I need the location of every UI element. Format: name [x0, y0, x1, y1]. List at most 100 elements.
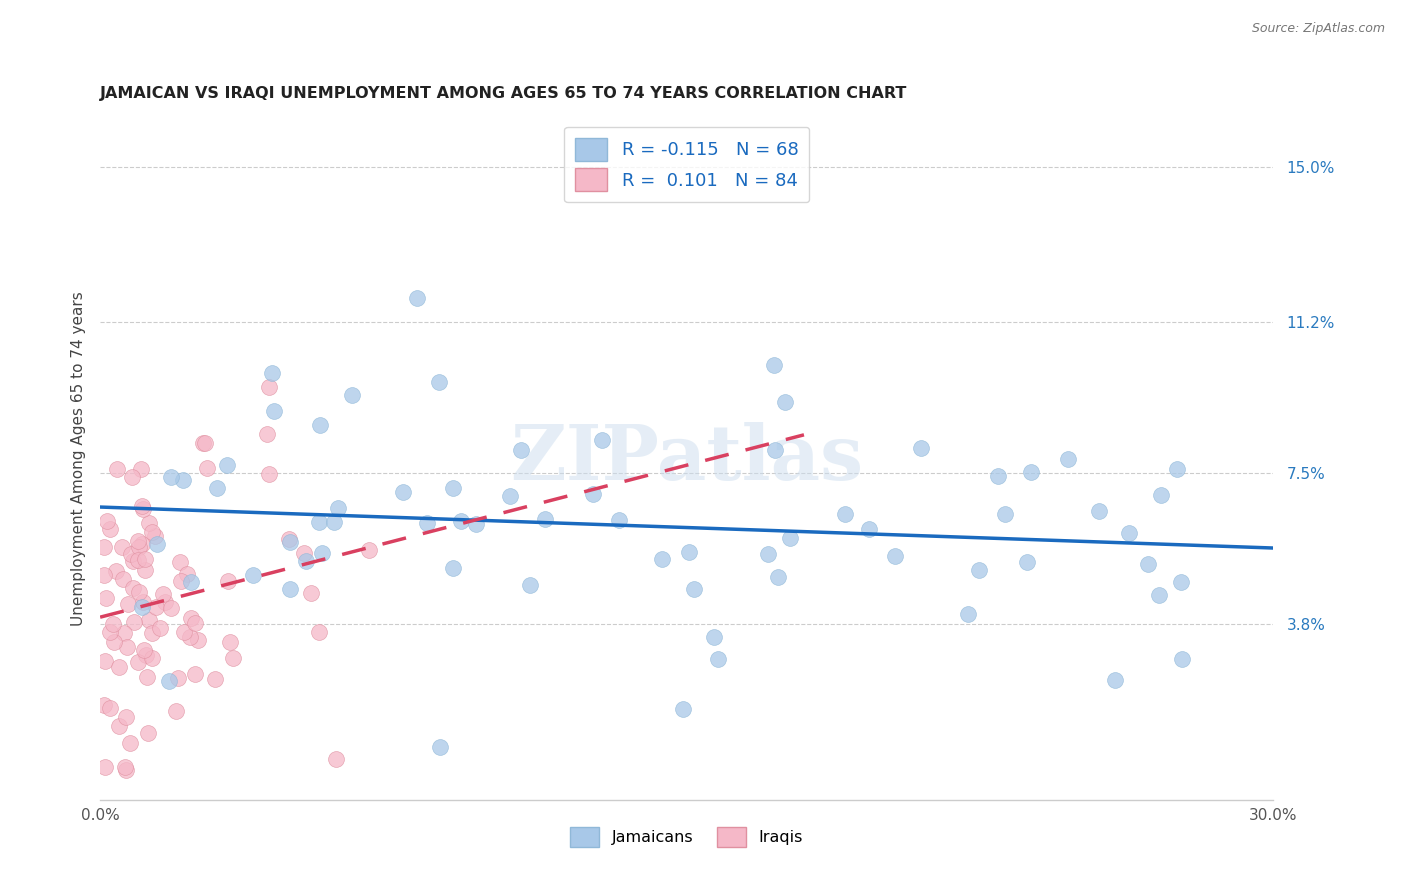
Jamaicans: [1057, 451, 1080, 466]
Iraqis: [141, 626, 163, 640]
Iraqis: [325, 752, 347, 766]
Iraqis: [96, 514, 118, 528]
Jamaicans: [1170, 574, 1192, 589]
Jamaicans: [172, 473, 194, 487]
Iraqis: [108, 719, 131, 733]
Jamaicans: [392, 485, 415, 500]
Iraqis: [145, 600, 167, 615]
Iraqis: [277, 532, 299, 546]
Iraqis: [222, 651, 245, 665]
Jamaicans: [651, 552, 673, 566]
Jamaicans: [263, 403, 285, 417]
Jamaicans: [157, 674, 180, 689]
Y-axis label: Unemployment Among Ages 65 to 74 years: Unemployment Among Ages 65 to 74 years: [72, 292, 86, 626]
Jamaicans: [340, 387, 363, 401]
Iraqis: [138, 613, 160, 627]
Iraqis: [167, 671, 190, 685]
Jamaicans: [427, 375, 450, 389]
Iraqis: [129, 461, 152, 475]
Iraqis: [169, 555, 191, 569]
Jamaicans: [328, 500, 350, 515]
Jamaicans: [1088, 504, 1111, 518]
Jamaicans: [883, 549, 905, 563]
Jamaicans: [262, 366, 284, 380]
Iraqis: [114, 760, 136, 774]
Legend: R = -0.115   N = 68, R =  0.101   N = 84: R = -0.115 N = 68, R = 0.101 N = 84: [564, 127, 810, 202]
Iraqis: [94, 760, 117, 774]
Iraqis: [152, 586, 174, 600]
Iraqis: [170, 574, 193, 588]
Iraqis: [160, 600, 183, 615]
Iraqis: [308, 625, 330, 640]
Jamaicans: [957, 607, 980, 622]
Iraqis: [128, 585, 150, 599]
Iraqis: [115, 640, 138, 654]
Jamaicans: [534, 512, 557, 526]
Jamaicans: [464, 517, 486, 532]
Iraqis: [149, 621, 172, 635]
Iraqis: [94, 654, 117, 668]
Jamaicans: [1019, 465, 1042, 479]
Jamaicans: [607, 513, 630, 527]
Text: ZIPatlas: ZIPatlas: [510, 422, 863, 496]
Iraqis: [98, 522, 121, 536]
Jamaicans: [311, 546, 333, 560]
Iraqis: [259, 467, 281, 481]
Iraqis: [194, 436, 217, 450]
Iraqis: [217, 574, 239, 588]
Iraqis: [127, 553, 149, 567]
Jamaicans: [429, 739, 451, 754]
Jamaicans: [763, 443, 786, 458]
Jamaicans: [672, 702, 695, 716]
Iraqis: [132, 643, 155, 657]
Iraqis: [131, 501, 153, 516]
Iraqis: [98, 701, 121, 715]
Iraqis: [191, 436, 214, 450]
Iraqis: [184, 615, 207, 630]
Iraqis: [141, 651, 163, 665]
Jamaicans: [707, 652, 730, 666]
Jamaicans: [591, 433, 613, 447]
Iraqis: [292, 546, 315, 560]
Iraqis: [179, 631, 201, 645]
Jamaicans: [683, 582, 706, 596]
Jamaicans: [1149, 488, 1171, 502]
Iraqis: [121, 581, 143, 595]
Iraqis: [94, 591, 117, 605]
Jamaicans: [146, 536, 169, 550]
Iraqis: [103, 634, 125, 648]
Jamaicans: [756, 547, 779, 561]
Iraqis: [115, 763, 138, 777]
Iraqis: [173, 624, 195, 639]
Jamaicans: [308, 515, 330, 529]
Iraqis: [117, 597, 139, 611]
Jamaicans: [280, 534, 302, 549]
Iraqis: [204, 672, 226, 686]
Iraqis: [195, 460, 218, 475]
Text: JAMAICAN VS IRAQI UNEMPLOYMENT AMONG AGES 65 TO 74 YEARS CORRELATION CHART: JAMAICAN VS IRAQI UNEMPLOYMENT AMONG AGE…: [100, 87, 907, 102]
Jamaicans: [205, 481, 228, 495]
Jamaicans: [441, 481, 464, 495]
Iraqis: [357, 543, 380, 558]
Iraqis: [118, 736, 141, 750]
Jamaicans: [581, 487, 603, 501]
Iraqis: [93, 568, 115, 582]
Iraqis: [93, 540, 115, 554]
Iraqis: [131, 536, 153, 550]
Iraqis: [107, 659, 129, 673]
Jamaicans: [994, 507, 1017, 521]
Iraqis: [127, 656, 149, 670]
Jamaicans: [215, 458, 238, 472]
Iraqis: [122, 615, 145, 630]
Jamaicans: [1166, 461, 1188, 475]
Iraqis: [136, 670, 159, 684]
Iraqis: [105, 462, 128, 476]
Jamaicans: [295, 554, 318, 568]
Jamaicans: [1137, 558, 1160, 572]
Jamaicans: [987, 469, 1010, 483]
Iraqis: [134, 563, 156, 577]
Jamaicans: [1015, 555, 1038, 569]
Jamaicans: [131, 600, 153, 615]
Jamaicans: [834, 507, 856, 521]
Jamaicans: [416, 516, 439, 530]
